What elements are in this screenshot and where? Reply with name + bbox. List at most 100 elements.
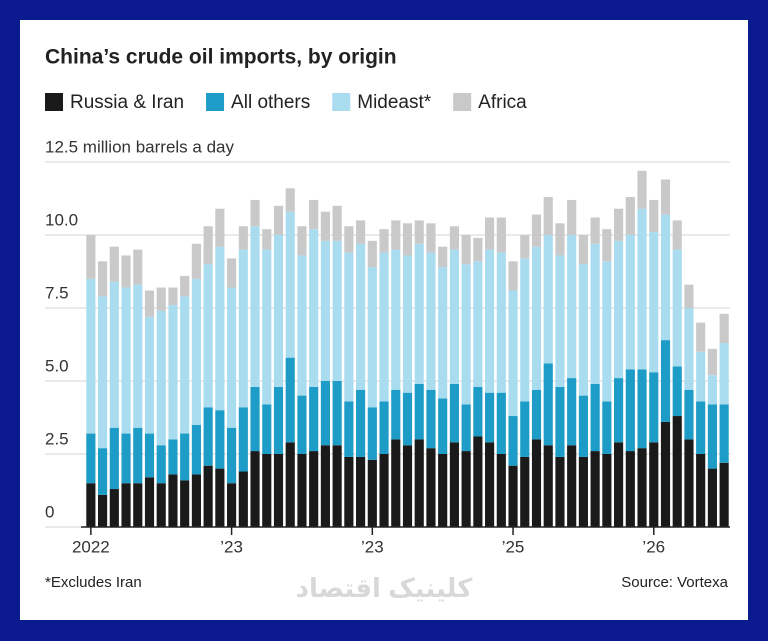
bar-segment bbox=[320, 240, 330, 381]
bar-segment bbox=[555, 255, 565, 387]
bar-segment bbox=[367, 267, 377, 408]
bar-segment bbox=[309, 229, 319, 387]
bar-segment bbox=[133, 284, 143, 428]
bar-segment bbox=[379, 252, 389, 402]
x-tick-label: ’23 bbox=[220, 537, 243, 556]
bar-segment bbox=[168, 287, 178, 306]
bar-segment bbox=[707, 404, 717, 469]
bar-segment bbox=[379, 454, 389, 527]
bar-segment bbox=[696, 401, 706, 454]
bar-segment bbox=[508, 290, 518, 417]
bar-segment bbox=[367, 459, 377, 527]
bar-segment bbox=[121, 255, 131, 288]
bar-segment bbox=[191, 474, 201, 527]
bar-segment bbox=[567, 445, 577, 527]
legend-label: All others bbox=[231, 92, 310, 113]
bar-segment bbox=[684, 308, 694, 390]
bar-segment bbox=[98, 494, 108, 527]
bar-segment bbox=[578, 395, 588, 457]
x-tick-label: ’23 bbox=[361, 537, 384, 556]
bar-segment bbox=[590, 243, 600, 384]
bar-segment bbox=[414, 243, 424, 384]
bar-segment bbox=[297, 454, 307, 527]
bar-segment bbox=[262, 454, 272, 527]
bar-segment bbox=[86, 433, 96, 484]
bar-segment bbox=[438, 398, 448, 454]
bar-segment bbox=[555, 223, 565, 256]
bar-segment bbox=[672, 220, 682, 250]
bar-segment bbox=[426, 252, 436, 390]
bar-segment bbox=[250, 451, 260, 527]
bar-segment bbox=[203, 226, 213, 265]
bar-segment bbox=[285, 211, 295, 358]
bar-segment bbox=[602, 229, 612, 262]
bar-segment bbox=[531, 439, 542, 527]
bar-segment bbox=[297, 395, 307, 454]
bar-segment bbox=[614, 442, 624, 527]
bar-segment bbox=[297, 226, 307, 256]
bar-segment bbox=[309, 386, 319, 452]
bar-segment bbox=[485, 217, 495, 250]
bar-segment bbox=[590, 451, 600, 527]
bar-segment bbox=[508, 416, 518, 466]
bar-segment bbox=[520, 456, 530, 527]
bar-segment bbox=[660, 340, 671, 422]
bar-segment bbox=[356, 220, 366, 244]
bar-segment bbox=[332, 240, 342, 381]
bar-segment bbox=[402, 392, 413, 446]
legend-label: Africa bbox=[478, 92, 527, 113]
bar-segment bbox=[485, 249, 495, 393]
bar-segment bbox=[496, 454, 506, 527]
bar-segment bbox=[133, 483, 143, 527]
bar-segment bbox=[696, 351, 706, 402]
bar-segment bbox=[543, 363, 553, 446]
bar-segment bbox=[121, 483, 131, 527]
source: Source: Vortexa bbox=[621, 574, 728, 591]
bar-segment bbox=[168, 474, 178, 527]
bar-segment bbox=[203, 465, 213, 527]
legend-label: Russia & Iran bbox=[70, 92, 184, 113]
bar-segment bbox=[649, 232, 659, 373]
legend-swatch bbox=[206, 93, 225, 111]
bar-segment bbox=[625, 235, 635, 370]
bar-segment bbox=[567, 199, 577, 235]
bar-segment bbox=[496, 217, 506, 253]
bar-segment bbox=[660, 214, 671, 341]
chart-title: China’s crude oil imports, by origin bbox=[45, 46, 397, 69]
bar-segment bbox=[156, 287, 166, 311]
bar-segment bbox=[332, 445, 342, 527]
bar-segment bbox=[297, 255, 307, 396]
bar-segment bbox=[156, 310, 166, 446]
bar-segment bbox=[191, 278, 201, 425]
bar-segment bbox=[356, 389, 366, 457]
bar-segment bbox=[473, 261, 483, 387]
bar-segment bbox=[473, 237, 483, 262]
bar-segment bbox=[238, 249, 248, 408]
bar-segment bbox=[156, 483, 166, 527]
bar-segment bbox=[180, 275, 190, 297]
bar-segment bbox=[180, 480, 190, 527]
y-tick-label: 7.5 bbox=[45, 283, 69, 302]
bar-segment bbox=[156, 445, 166, 484]
bar-segment bbox=[133, 249, 143, 285]
bar-segment bbox=[379, 401, 389, 454]
bar-segment bbox=[555, 386, 565, 457]
bar-segment bbox=[180, 296, 190, 434]
bar-segment bbox=[344, 401, 354, 457]
bar-segment bbox=[250, 226, 260, 387]
bar-segment bbox=[144, 477, 155, 527]
bar-segment bbox=[332, 205, 342, 241]
bar-segment bbox=[402, 445, 413, 527]
bar-segment bbox=[262, 404, 272, 454]
bar-segment bbox=[86, 483, 96, 527]
bar-segment bbox=[449, 226, 459, 250]
bar-segment bbox=[649, 442, 659, 527]
bar-segment bbox=[98, 448, 108, 495]
bar-segment bbox=[426, 448, 436, 527]
bar-segment bbox=[344, 226, 354, 253]
bar-segment bbox=[602, 454, 612, 527]
bar-segment bbox=[531, 246, 542, 390]
bar-segment bbox=[191, 243, 201, 279]
bar-segment bbox=[262, 249, 272, 405]
x-tick-label: ’26 bbox=[642, 537, 665, 556]
